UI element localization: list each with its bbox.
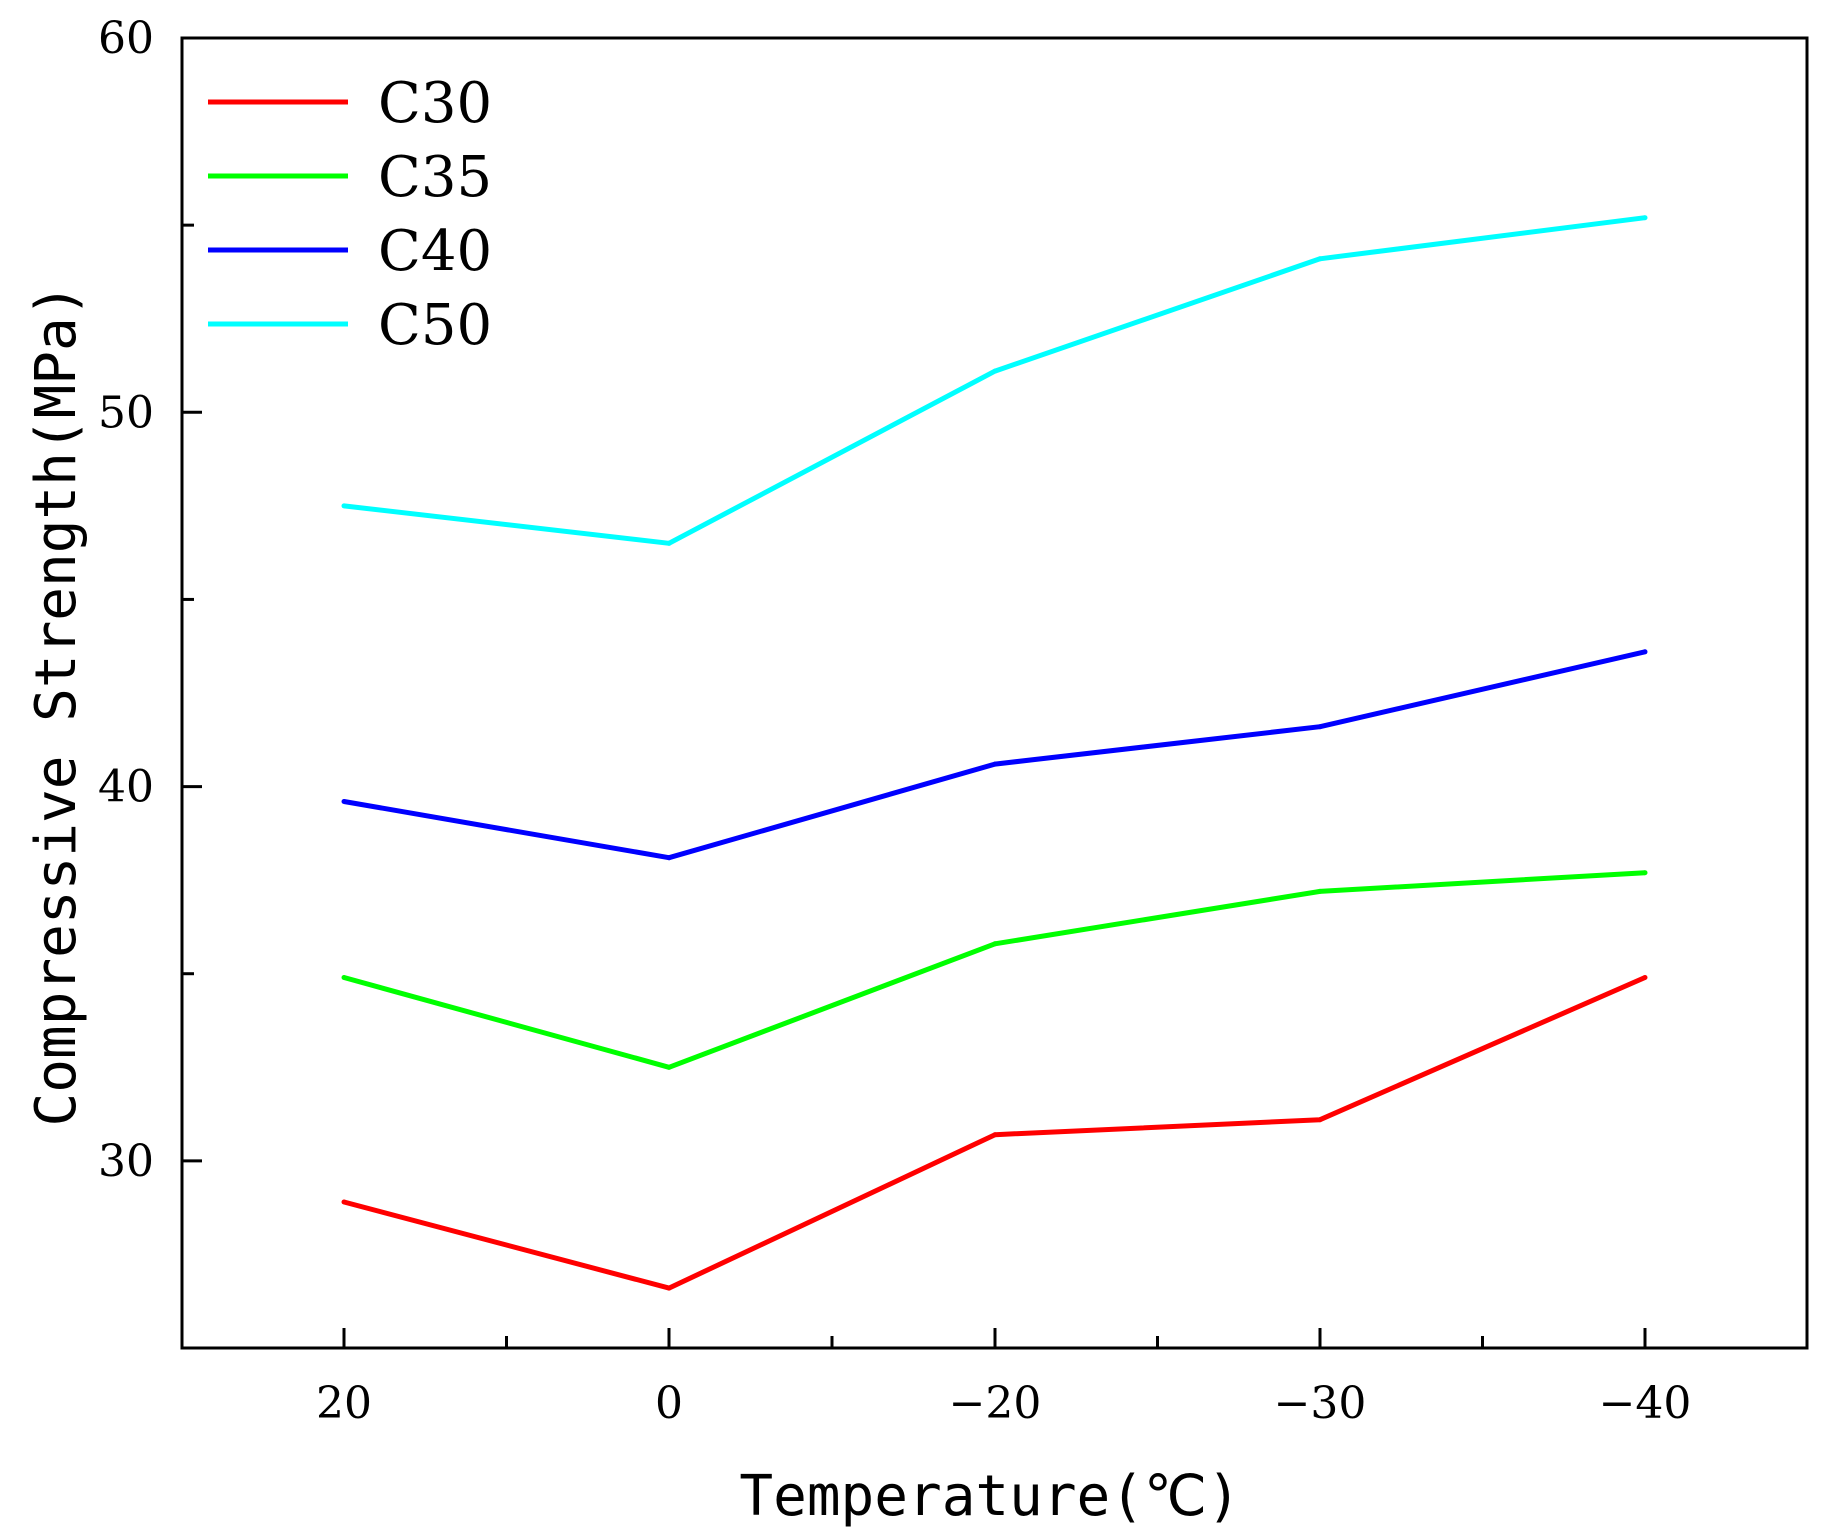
y-axis-title: Compressive Strength(MPa) <box>24 284 89 1127</box>
data-point <box>992 1132 998 1138</box>
data-point <box>1317 724 1323 730</box>
y-tick-label: 50 <box>98 387 154 438</box>
x-tick-label: −40 <box>1599 1378 1692 1429</box>
series-line-c50 <box>343 215 1646 546</box>
legend-label: C30 <box>378 71 492 136</box>
data-point <box>666 540 672 546</box>
series-line-c35 <box>343 870 1646 1070</box>
legend-label: C50 <box>378 293 492 358</box>
data-point <box>341 1199 347 1205</box>
x-tick-label: 20 <box>316 1378 372 1429</box>
data-point <box>1642 870 1648 876</box>
data-point <box>341 799 347 804</box>
y-tick-label: 40 <box>98 762 154 813</box>
data-point <box>1317 256 1323 262</box>
data-point <box>341 503 347 509</box>
x-axis-title: Temperature(℃) <box>739 1464 1240 1529</box>
series-line-c40 <box>343 649 1646 861</box>
data-point <box>341 975 347 980</box>
data-point <box>666 1285 672 1291</box>
data-point <box>992 761 998 767</box>
data-point <box>666 1064 672 1070</box>
y-tick-label: 30 <box>98 1136 154 1187</box>
data-point <box>992 368 998 374</box>
series-group <box>341 215 1648 1291</box>
x-tick-label: 0 <box>655 1378 683 1429</box>
y-tick-label: 60 <box>98 13 154 64</box>
x-axis: 20 0 −20 −30 −40 <box>316 1328 1691 1429</box>
data-point <box>992 941 998 947</box>
y-axis: 30 40 50 60 <box>98 13 202 1187</box>
data-point <box>1317 1117 1323 1123</box>
data-point <box>1642 649 1648 655</box>
data-point <box>1642 215 1648 221</box>
legend: C30 C35 C40 C50 <box>208 71 492 358</box>
legend-label: C40 <box>378 219 492 284</box>
data-point <box>666 855 672 861</box>
data-point <box>1642 975 1648 980</box>
legend-label: C35 <box>378 145 492 210</box>
data-point <box>1317 888 1323 894</box>
x-tick-label: −20 <box>949 1378 1042 1429</box>
x-tick-label: −30 <box>1274 1378 1367 1429</box>
